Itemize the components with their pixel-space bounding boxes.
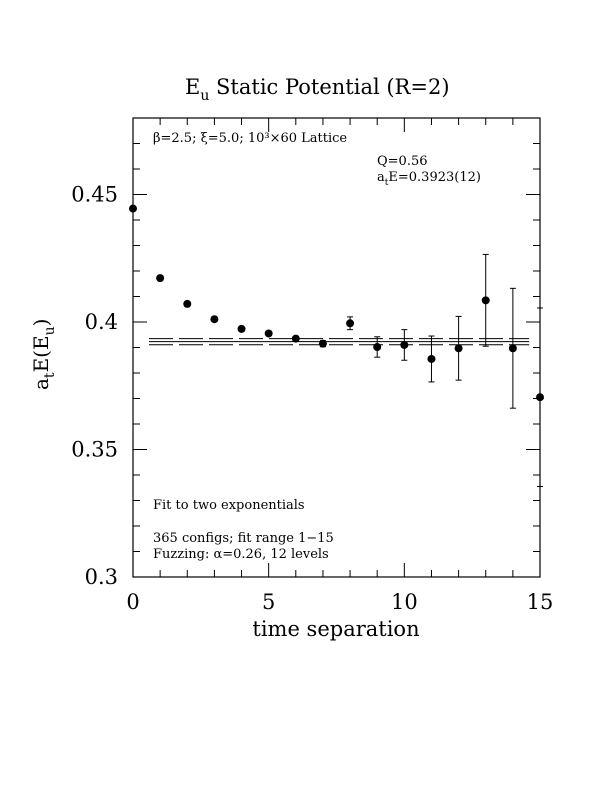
annotation-lattice: β=2.5; ξ=5.0; 10³×60 Lattice	[153, 131, 347, 146]
x-tick-label: 15	[527, 590, 554, 614]
data-point	[536, 393, 544, 402]
annotation-fuzzing: Fuzzing: α=0.26, 12 levels	[153, 547, 329, 562]
fit-band	[149, 338, 530, 346]
y-tick-label: 0.4	[85, 310, 118, 334]
x-tick-label: 5	[262, 590, 275, 614]
x-tick-label: 10	[391, 590, 418, 614]
x-tick-label: 0	[126, 590, 139, 614]
data-point	[373, 342, 382, 351]
annotation-energy: atE=0.3923(12)	[377, 170, 481, 188]
x-axis-label: time separation	[252, 617, 419, 641]
data-point	[318, 339, 327, 348]
data-point	[454, 344, 463, 353]
data-point	[237, 324, 246, 333]
axis-ticks	[132, 117, 541, 578]
data-point	[481, 296, 490, 305]
annotation-q: Q=0.56	[377, 154, 428, 169]
data-point	[156, 274, 165, 283]
data-point	[291, 334, 300, 343]
y-tick-label: 0.3	[85, 565, 118, 589]
y-tick-label: 0.45	[71, 183, 118, 207]
data-point	[346, 319, 355, 328]
chart-title: Eu Static Potential (R=2)	[185, 75, 450, 104]
y-tick-label: 0.35	[71, 438, 118, 462]
data-point	[508, 344, 517, 353]
data-point	[427, 354, 436, 363]
data-points	[129, 204, 544, 487]
y-axis-label: atE(Eu)	[29, 319, 58, 390]
data-point	[183, 299, 192, 308]
data-point	[129, 204, 137, 213]
annotation-fit-type: Fit to two exponentials	[153, 498, 305, 513]
annotation-configs: 365 configs; fit range 1−15	[153, 531, 334, 546]
data-point	[264, 329, 273, 338]
data-point	[210, 315, 219, 324]
tick-labels: 0 5 10 15 0.3 0.35 0.4 0.45	[71, 183, 553, 615]
data-point	[400, 340, 409, 349]
